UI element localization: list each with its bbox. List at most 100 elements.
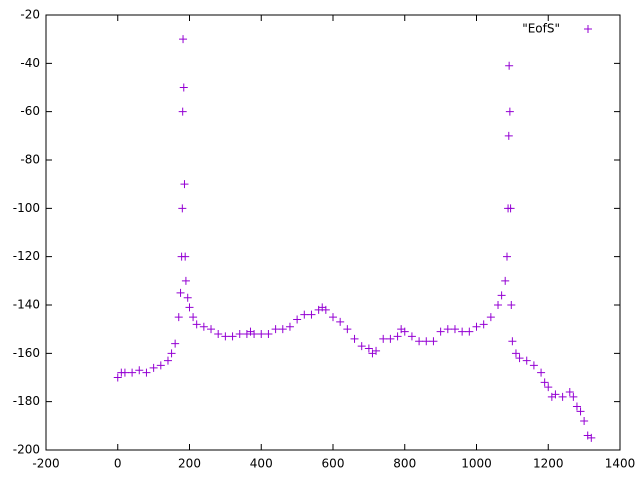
- data-point: [179, 35, 188, 44]
- y-tick-label: -180: [13, 394, 40, 408]
- data-point: [178, 107, 187, 116]
- data-point: [180, 180, 189, 189]
- y-tick-label: -60: [20, 104, 40, 118]
- data-point: [511, 349, 520, 358]
- data-point: [179, 83, 188, 92]
- data-point: [386, 334, 395, 343]
- data-point: [587, 433, 596, 442]
- data-point: [515, 354, 524, 363]
- legend-label: "EofS": [522, 22, 560, 36]
- data-point: [300, 310, 309, 319]
- data-point: [181, 252, 190, 261]
- data-point: [436, 327, 445, 336]
- data-point: [214, 330, 223, 338]
- data-point: [429, 337, 438, 346]
- data-point: [501, 276, 510, 285]
- data-point: [537, 368, 546, 377]
- x-tick-label: 1400: [605, 457, 636, 471]
- data-point: [422, 337, 431, 346]
- data-point: [336, 317, 345, 326]
- x-tick-label: 400: [250, 457, 273, 471]
- data-point: [250, 330, 259, 338]
- data-point: [135, 366, 144, 375]
- x-tick-label: 600: [322, 457, 345, 471]
- y-tick-label: -40: [20, 56, 40, 70]
- y-tick-label: -100: [13, 201, 40, 215]
- data-point: [494, 301, 503, 309]
- data-point: [479, 320, 488, 329]
- x-tick-label: 1000: [461, 457, 492, 471]
- data-point: [321, 305, 330, 314]
- data-point: [569, 392, 578, 401]
- data-point: [163, 356, 172, 365]
- data-point: [293, 315, 302, 324]
- data-point: [565, 388, 574, 396]
- data-point: [576, 407, 585, 416]
- data-point: [192, 320, 201, 329]
- x-tick-label: 800: [393, 457, 416, 471]
- data-point: [189, 313, 198, 322]
- data-point: [278, 325, 287, 334]
- data-point: [400, 327, 409, 336]
- data-point: [505, 61, 514, 70]
- data-point: [329, 313, 337, 322]
- data-point: [450, 325, 459, 334]
- data-point: [364, 344, 373, 353]
- data-point: [167, 349, 176, 358]
- data-point: [176, 288, 185, 297]
- data-point: [572, 402, 581, 411]
- data-point: [128, 368, 137, 377]
- data-point: [544, 383, 553, 392]
- data-point: [558, 392, 567, 401]
- data-point: [221, 332, 230, 341]
- x-tick-label: 1200: [533, 457, 564, 471]
- data-point: [407, 332, 416, 341]
- data-point: [507, 301, 516, 309]
- data-point: [465, 327, 474, 336]
- data-point: [228, 332, 237, 341]
- data-point: [257, 330, 266, 338]
- data-point: [357, 342, 366, 351]
- data-point: [379, 334, 388, 343]
- data-point: [497, 291, 506, 300]
- data-point: [505, 107, 514, 116]
- data-point: [142, 368, 151, 377]
- data-point: [508, 337, 517, 346]
- x-tick-label: 200: [178, 457, 201, 471]
- plot-border: [45, 14, 621, 451]
- data-point: [181, 276, 190, 285]
- data-point: [551, 390, 560, 399]
- y-tick-label: -120: [13, 249, 40, 263]
- data-point: [502, 252, 511, 261]
- data-point: [120, 368, 129, 377]
- legend-marker: [584, 25, 592, 33]
- data-point: [580, 417, 589, 425]
- data-point: [307, 310, 316, 319]
- data-point: [113, 373, 122, 382]
- y-tick-label: -200: [13, 443, 40, 457]
- data-point: [486, 313, 495, 322]
- data-point: [504, 131, 513, 140]
- data-point: [522, 356, 531, 365]
- data-point: [178, 204, 187, 213]
- data-point: [393, 332, 402, 341]
- data-point: [540, 378, 549, 387]
- data-point: [185, 303, 194, 312]
- data-point: [529, 361, 538, 370]
- data-point: [207, 325, 216, 334]
- data-point: [271, 325, 280, 334]
- y-tick-label: -140: [13, 298, 40, 312]
- data-point: [235, 330, 244, 338]
- y-tick-label: -80: [20, 153, 40, 167]
- data-point: [264, 330, 273, 338]
- data-point: [415, 337, 424, 346]
- data-point: [443, 325, 452, 334]
- data-point: [183, 293, 192, 302]
- data-point: [149, 363, 158, 372]
- data-point: [174, 313, 183, 322]
- y-tick-label: -160: [13, 346, 40, 360]
- data-point: [171, 339, 180, 348]
- data-point: [343, 325, 352, 334]
- data-point: [285, 322, 294, 331]
